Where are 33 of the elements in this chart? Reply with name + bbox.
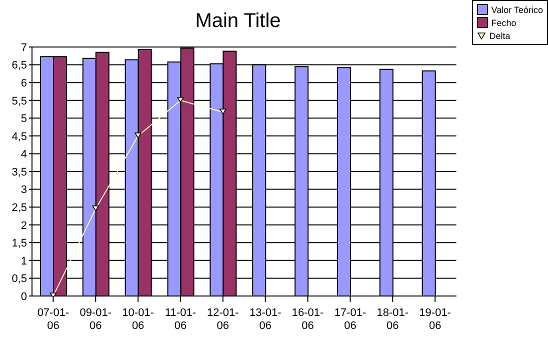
y-tick-label: 1 xyxy=(20,255,27,268)
y-tick-label: 0,5 xyxy=(12,273,27,286)
y-tick-label: 5,5 xyxy=(12,95,27,108)
x-tick-label: 19-01-06 xyxy=(419,307,452,332)
x-tick-label: 11-01-06 xyxy=(165,307,196,332)
x-tick-label: 09-01-06 xyxy=(80,307,112,332)
y-tick-label: 6,5 xyxy=(12,60,27,72)
point xyxy=(92,205,100,212)
point xyxy=(177,96,184,103)
y-tick-label: 2,5 xyxy=(12,202,27,214)
x-tick-label: 12-01-06 xyxy=(207,307,240,332)
y-tick-label: 5 xyxy=(20,113,27,126)
y-tick-label: 7 xyxy=(20,42,27,54)
x-tick-label: 17-01-06 xyxy=(334,307,366,332)
x-tick-label: 07-01-06 xyxy=(37,307,70,332)
legend-label: Valor Teórico xyxy=(491,4,543,14)
y-tick-label: 3,5 xyxy=(12,166,27,178)
point xyxy=(134,132,142,138)
y-tick-label: 3 xyxy=(20,184,27,196)
legend-label: Delta xyxy=(489,30,510,40)
x-tick-label: 10-01-06 xyxy=(122,307,154,332)
y-tick-label: 6 xyxy=(20,77,27,90)
y-tick-label: 1,5 xyxy=(12,238,27,250)
chart-title: Main Title xyxy=(194,10,282,33)
x-tick-label: 16-01-06 xyxy=(292,307,324,332)
y-tick-label: 4,5 xyxy=(12,130,27,143)
x-tick-label: 18-01-06 xyxy=(376,307,409,332)
y-tick-label: 4 xyxy=(20,148,27,161)
legend-label: Fecho xyxy=(491,18,516,28)
y-tick-label: 0 xyxy=(20,290,27,303)
point xyxy=(220,108,226,114)
x-tick-label: 13-01-06 xyxy=(249,307,282,332)
y-tick-label: 2 xyxy=(20,220,27,232)
